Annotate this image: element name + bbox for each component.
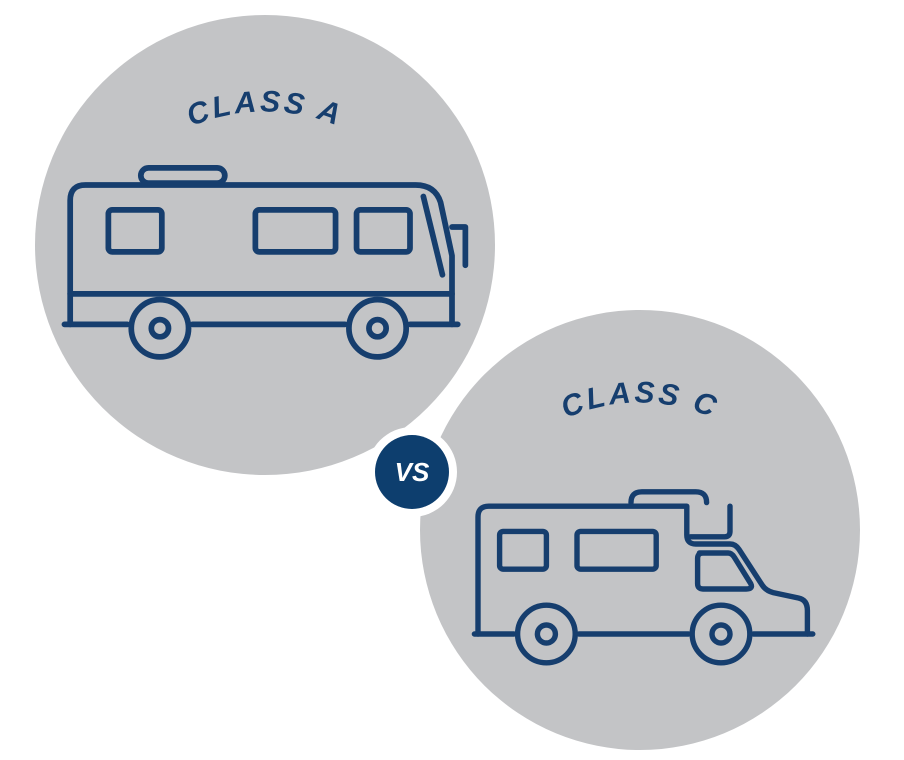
class-a-label-text: CLASS A bbox=[182, 86, 347, 133]
class-a-motorhome-icon bbox=[53, 160, 473, 380]
class-a-circle: CLASS A bbox=[35, 15, 495, 475]
vs-label: VS bbox=[395, 457, 430, 488]
class-c-label-text: CLASS C bbox=[557, 376, 724, 424]
class-c-motorhome-icon bbox=[460, 480, 820, 680]
svg-text:CLASS C: CLASS C bbox=[557, 376, 724, 424]
svg-text:CLASS A: CLASS A bbox=[182, 86, 347, 133]
class-c-circle: CLASS C bbox=[420, 310, 860, 750]
vs-badge: VS bbox=[375, 435, 449, 509]
